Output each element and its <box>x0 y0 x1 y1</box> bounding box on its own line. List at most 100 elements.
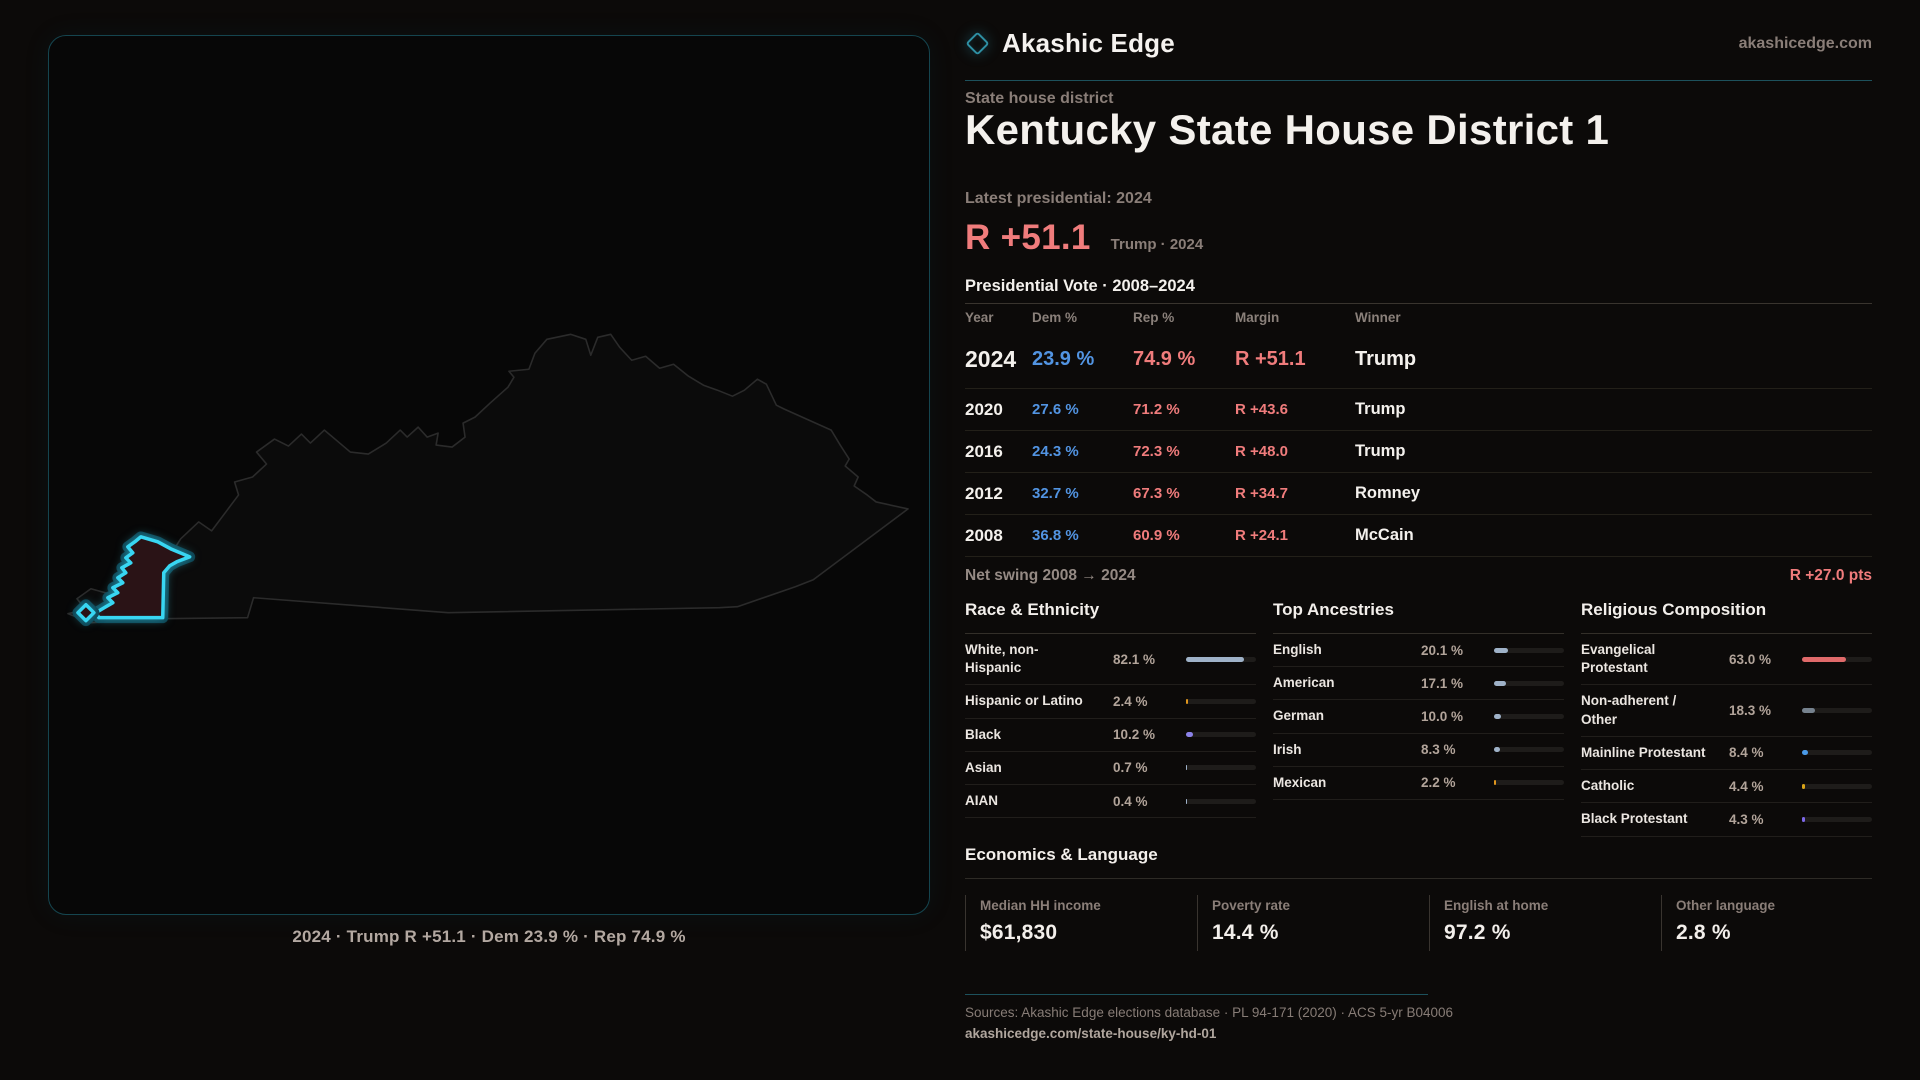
demo-bar-track <box>1494 747 1564 753</box>
detail-panel: Akashic Edge akashicedge.com State house… <box>965 0 1872 1080</box>
demo-bar-fill <box>1802 816 1805 822</box>
vote-table-header-row: Year Dem % Rep % Margin Winner <box>965 304 1872 331</box>
permalink-link[interactable]: akashicedge.com/state-house/ky-hd-01 <box>965 1026 1217 1041</box>
vote-table-heading: Presidential Vote · 2008–2024 <box>965 277 1195 295</box>
district-shape[interactable] <box>94 535 192 620</box>
vote-year: 2008 <box>965 525 1003 545</box>
demo-row: Mexican 2.2 % <box>1273 767 1564 801</box>
stat-block: Poverty rate 14.4 % <box>1197 895 1429 951</box>
demo-row: Non-adherent / Other 18.3 % <box>1581 685 1872 737</box>
vote-winner: Romney <box>1355 484 1421 502</box>
latest-margin-row: R +51.1 Trump · 2024 <box>965 218 1203 258</box>
vote-winner: Trump <box>1355 442 1406 460</box>
vote-column-header: Rep % <box>1133 310 1175 325</box>
demo-value: 2.2 % <box>1421 775 1456 791</box>
stat-value: 14.4 % <box>1212 921 1279 944</box>
demo-label: English <box>1273 642 1322 657</box>
religious-composition-section: Religious Composition Evangelical Protes… <box>1581 600 1872 837</box>
top-ancestries-title: Top Ancestries <box>1273 600 1564 634</box>
net-swing-value: R +27.0 pts <box>1789 567 1872 584</box>
diamond-icon <box>965 31 990 56</box>
race-ethnicity-title: Race & Ethnicity <box>965 600 1256 634</box>
demo-bar-track <box>1802 783 1872 789</box>
net-swing-row: Net swing 2008 → 2024 R +27.0 pts <box>965 567 1872 585</box>
demo-value: 63.0 % <box>1729 651 1772 667</box>
kentucky-state-outline <box>67 333 909 624</box>
stat-block: Other language 2.8 % <box>1661 895 1893 951</box>
demo-value: 8.3 % <box>1421 742 1456 758</box>
stat-value: 97.2 % <box>1444 921 1511 944</box>
demo-bar-track <box>1494 714 1564 720</box>
demo-bar-track <box>1494 680 1564 686</box>
demo-bar-fill <box>1802 783 1806 789</box>
top-ancestries-list: English 20.1 % American 17.1 % German 10… <box>1273 634 1564 801</box>
latest-margin-note: Trump · 2024 <box>1110 236 1204 253</box>
map-caption: 2024 · Trump R +51.1 · Dem 23.9 % · Rep … <box>292 927 686 946</box>
demo-label: Black Protestant <box>1581 811 1688 827</box>
demo-bar-fill <box>1186 699 1188 705</box>
demo-row: Mainline Protestant 8.4 % <box>1581 737 1872 771</box>
demo-bar-track <box>1494 647 1564 653</box>
brand-site-link[interactable]: akashicedge.com <box>1738 34 1872 52</box>
demo-bar-track <box>1186 765 1256 771</box>
latest-margin-value: R +51.1 <box>965 218 1091 257</box>
demo-value: 8.4 % <box>1729 745 1764 761</box>
demo-bar-fill <box>1802 708 1815 714</box>
demo-row: English 20.1 % <box>1273 634 1564 668</box>
vote-margin: R +34.7 <box>1235 485 1288 502</box>
sources-text: Sources: Akashic Edge elections database… <box>965 1005 1454 1020</box>
demo-bar-fill <box>1494 680 1506 686</box>
vote-margin: R +43.6 <box>1235 401 1288 418</box>
top-ancestries-section: Top Ancestries English 20.1 % American 1… <box>1273 600 1564 837</box>
vote-table-row: 2008 36.8 % 60.9 % R +24.1 McCain <box>965 515 1872 557</box>
footer-divider <box>965 994 1428 995</box>
stat-block: Median HH income $61,830 <box>965 895 1197 951</box>
demo-label: American <box>1273 675 1335 691</box>
demo-row: Catholic 4.4 % <box>1581 770 1872 804</box>
demo-label: Catholic <box>1581 778 1635 794</box>
district-map-panel <box>48 35 930 915</box>
vote-winner: Trump <box>1355 348 1417 370</box>
vote-winner: McCain <box>1355 526 1414 544</box>
demo-bar-fill <box>1494 747 1500 753</box>
demo-value: 17.1 % <box>1421 675 1464 691</box>
race-ethnicity-section: Race & Ethnicity White, non-Hispanic 82.… <box>965 600 1256 837</box>
economics-stats: Median HH income $61,830 Poverty rate 14… <box>965 895 1872 951</box>
vote-dem-pct: 23.9 % <box>1032 348 1095 370</box>
demo-bar-fill <box>1802 656 1847 662</box>
vote-margin: R +24.1 <box>1235 527 1288 544</box>
vote-winner: Trump <box>1355 400 1406 418</box>
vote-margin: R +48.0 <box>1235 443 1288 460</box>
stat-value: $61,830 <box>980 921 1058 944</box>
demo-bar-track <box>1802 816 1872 822</box>
vote-year: 2016 <box>965 441 1003 461</box>
brand-logo: Akashic Edge <box>965 28 1175 59</box>
district-island-shape[interactable] <box>76 602 96 623</box>
stat-block: English at home 97.2 % <box>1429 895 1661 951</box>
vote-year: 2024 <box>965 346 1017 372</box>
vote-table-body: 2024 23.9 % 74.9 % R +51.1 Trump 2020 27… <box>965 331 1872 557</box>
demo-label: German <box>1273 708 1325 724</box>
race-ethnicity-list: White, non-Hispanic 82.1 % Hispanic or L… <box>965 634 1256 819</box>
demo-value: 0.4 % <box>1113 793 1148 809</box>
vote-column-header: Margin <box>1235 310 1280 325</box>
demo-label: Mexican <box>1273 774 1327 790</box>
vote-year: 2020 <box>965 399 1003 419</box>
demo-value: 10.2 % <box>1113 727 1156 743</box>
demo-bar-fill <box>1186 765 1187 771</box>
demo-label: Hispanic or Latino <box>965 693 1083 709</box>
demo-label: White, non-Hispanic <box>965 642 1039 676</box>
demo-bar-fill <box>1802 750 1808 756</box>
vote-column-header: Winner <box>1355 310 1401 325</box>
vote-rep-pct: 72.3 % <box>1133 443 1180 460</box>
kentucky-map <box>67 333 909 627</box>
demo-row: Black Protestant 4.3 % <box>1581 803 1872 837</box>
demo-value: 18.3 % <box>1729 703 1772 719</box>
demo-row: White, non-Hispanic 82.1 % <box>965 634 1256 686</box>
demo-row: Evangelical Protestant 63.0 % <box>1581 634 1872 686</box>
demo-label: Non-adherent / Other <box>1581 693 1677 727</box>
demo-bar-fill <box>1186 732 1194 738</box>
vote-rep-pct: 67.3 % <box>1133 485 1180 502</box>
vote-rep-pct: 60.9 % <box>1133 527 1180 544</box>
demo-value: 2.4 % <box>1113 694 1148 710</box>
